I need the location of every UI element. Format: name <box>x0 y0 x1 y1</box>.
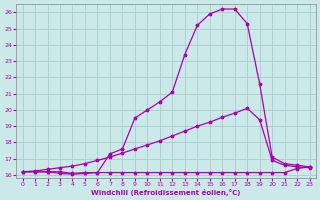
X-axis label: Windchill (Refroidissement éolien,°C): Windchill (Refroidissement éolien,°C) <box>92 189 241 196</box>
